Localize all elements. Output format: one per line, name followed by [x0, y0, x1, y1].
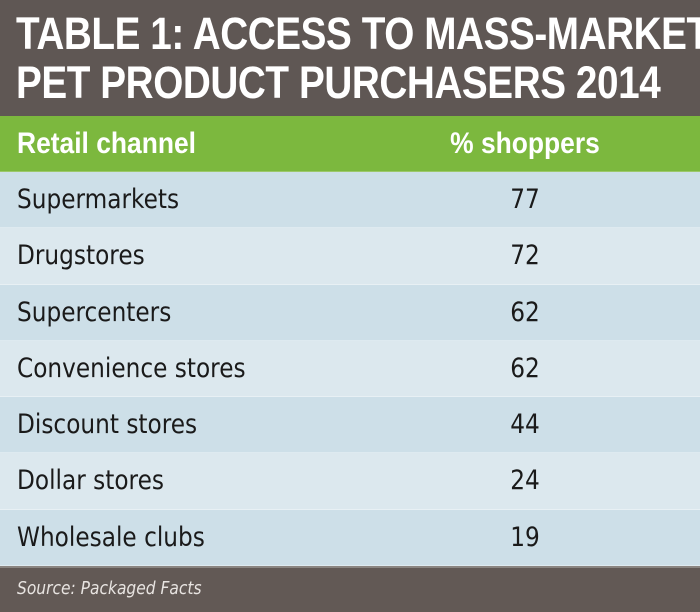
retail-channel-cell: Convenience stores — [17, 352, 246, 384]
retail-channel-cell: Supermarkets — [17, 184, 180, 215]
percent-shoppers-cell: 62 — [510, 296, 540, 328]
percent-shoppers-cell: 19 — [510, 521, 540, 553]
source-footer: Source: Packaged Facts — [0, 566, 700, 612]
table-row: Drugstores 72 — [0, 228, 700, 285]
percent-shoppers-cell: 77 — [510, 184, 540, 215]
table-row: Wholesale clubs 19 — [0, 509, 700, 567]
retail-channel-cell: Dollar stores — [17, 465, 164, 497]
percent-shoppers-cell: 24 — [510, 465, 540, 497]
retail-channel-cell: Supercenters — [17, 296, 172, 328]
table-row: Supermarkets 77 — [0, 172, 700, 229]
source-note: Source: Packaged Facts — [17, 578, 202, 599]
table-row: Supercenters 62 — [0, 284, 700, 341]
percent-shoppers-cell: 44 — [510, 409, 540, 441]
percent-shoppers-cell: 62 — [510, 352, 540, 384]
table-row: Dollar stores 24 — [0, 453, 700, 510]
table-title-line-2: PET PRODUCT PURCHASERS 2014 — [16, 57, 661, 108]
retail-channel-cell: Wholesale clubs — [17, 521, 205, 553]
retail-channel-cell: Drugstores — [17, 240, 145, 272]
title-banner: TABLE 1: ACCESS TO MASS-MARKET PET PRODU… — [0, 0, 700, 116]
column-header-percent-shoppers: % shoppers — [450, 127, 600, 160]
table-body: Supermarkets 77 Drugstores 72 Supercente… — [0, 172, 700, 567]
retail-channel-cell: Discount stores — [17, 409, 198, 441]
table-row: Convenience stores 62 — [0, 340, 700, 398]
percent-shoppers-cell: 72 — [510, 240, 540, 272]
column-header-retail-channel: Retail channel — [17, 127, 196, 160]
table-title-line-1: TABLE 1: ACCESS TO MASS-MARKET — [16, 8, 700, 59]
table-row: Discount stores 44 — [0, 397, 700, 454]
column-header-row: Retail channel % shoppers — [0, 116, 700, 172]
